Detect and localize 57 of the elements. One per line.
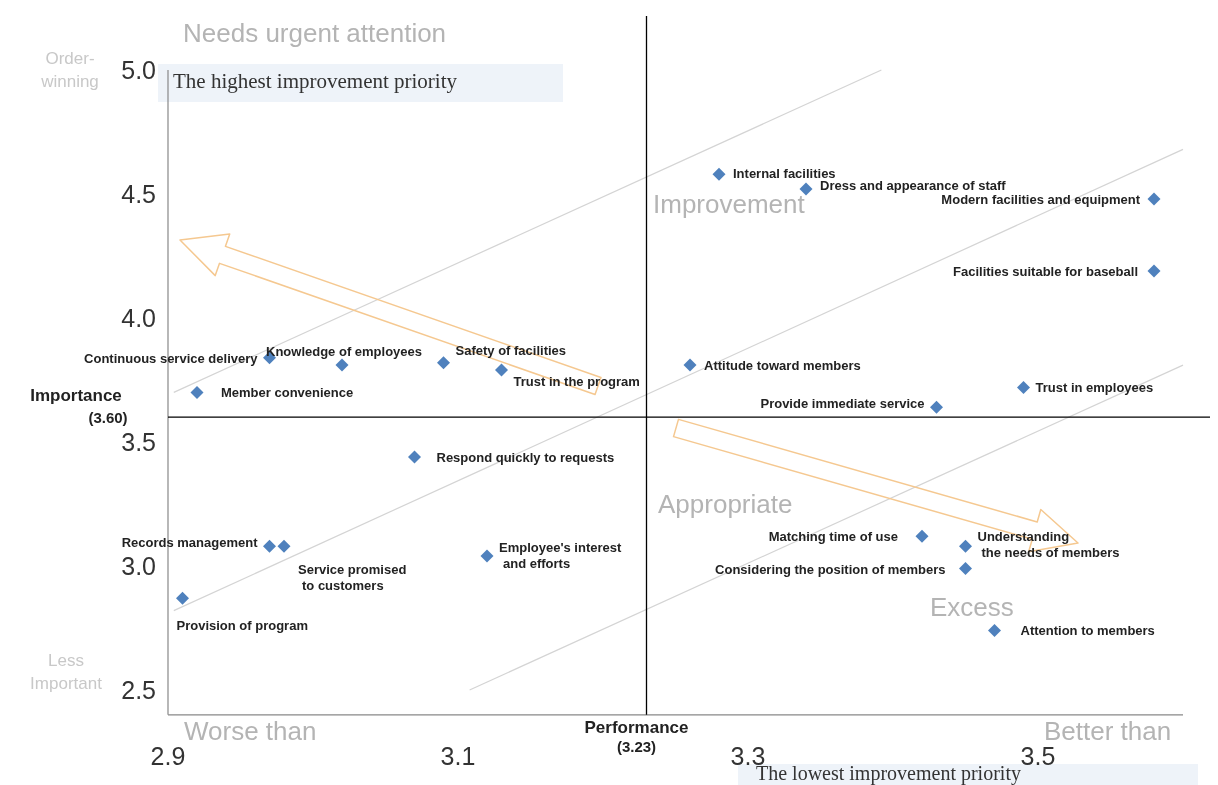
point: [712, 167, 726, 181]
annotation: Knowledge of employees: [266, 344, 423, 360]
y-tick-label: 4.0: [121, 304, 156, 332]
annotation: Matching time of use: [768, 529, 898, 545]
annotation: Trust in employees: [1035, 380, 1154, 396]
point: [408, 450, 421, 464]
annotation: Improvement: [653, 189, 806, 219]
annotation: Member convenience: [221, 385, 354, 401]
point: [480, 549, 494, 563]
y-tick-label: 3.0: [121, 552, 156, 580]
ref-line-label: (3.23): [616, 738, 657, 755]
annotation: Attention to members: [1020, 623, 1155, 639]
text: Needs urgent attention: [183, 18, 447, 48]
point: [495, 363, 508, 377]
annotation: Facilities suitable for baseball: [953, 263, 1138, 279]
annotation: Records management: [121, 535, 259, 551]
annotation: Considering the position of members: [715, 562, 946, 578]
text: Worse than: [184, 716, 317, 746]
point: [915, 529, 929, 543]
annotation: Service promised to customers: [298, 562, 407, 594]
y-axis-title: Importance: [30, 386, 122, 406]
annotation: Provision of program: [176, 618, 308, 634]
annotation: The highest improvement priority: [173, 69, 458, 93]
point: [277, 539, 291, 553]
annotation: Attitude toward members: [704, 358, 861, 374]
ref-line-label: (3.60): [88, 408, 128, 426]
point: [930, 400, 943, 414]
annotation: Employee's interest and efforts: [499, 540, 622, 572]
annotation: Excess: [930, 592, 1014, 622]
point: [437, 356, 450, 370]
annotation: Trust in the program: [513, 374, 640, 390]
point: [190, 385, 204, 399]
annotation: Understanding the needs of members: [977, 529, 1120, 561]
y-tick-label: 2.5: [121, 676, 156, 704]
point: [176, 591, 189, 605]
x-tick-label: 2.9: [150, 742, 186, 770]
point: [799, 182, 813, 196]
annotation: Appropriate: [658, 489, 793, 519]
point: [263, 539, 276, 553]
annotation: Provide immediate service: [760, 396, 925, 412]
point: [683, 358, 697, 372]
annotation: Modern facilities and equipment: [941, 191, 1141, 207]
annotation: Safety of facilities: [455, 342, 567, 358]
point: [1017, 380, 1030, 394]
annotation: Respond quickly to requests: [436, 449, 615, 465]
point: [1147, 192, 1161, 206]
y-tick-label: 4.5: [121, 180, 156, 208]
point: [1147, 264, 1161, 278]
y-tick-label: 3.5: [121, 428, 156, 456]
x-tick-label: 3.1: [440, 742, 476, 770]
point: [959, 539, 972, 553]
x-axis-title: Performance: [584, 718, 689, 737]
annotation: Continuous service delivery: [84, 350, 259, 366]
point: [959, 561, 972, 575]
y-tick-label: 5.0: [121, 56, 156, 84]
point: [335, 358, 349, 372]
point: [988, 623, 1001, 637]
